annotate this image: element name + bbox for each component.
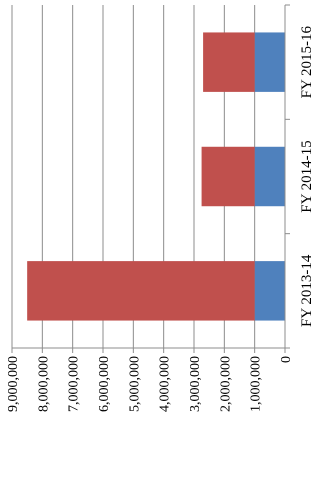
axes (11, 4, 290, 353)
bar-segment (203, 32, 255, 92)
bar-segment (201, 146, 255, 207)
bar-segment (254, 32, 285, 92)
bar-segment (27, 261, 255, 321)
value-tick-label: 7,000,000 (67, 356, 82, 412)
value-tick-label: 1,000,000 (249, 356, 264, 412)
value-tick-label: 6,000,000 (97, 356, 112, 412)
value-tick-label: 3,000,000 (188, 356, 203, 412)
category-labels: FY 2013-14 FY 2014-15 FY 2015-16 (299, 25, 315, 327)
bar-segment (254, 146, 285, 207)
value-tick-label: 4,000,000 (158, 356, 173, 412)
value-tick-label: 8,000,000 (36, 356, 51, 412)
bar-segment (254, 261, 285, 321)
bars (27, 32, 285, 321)
value-tick-label: 9,000,000 (6, 356, 21, 412)
value-tick-label: 0 (279, 356, 294, 363)
value-tick-label: 5,000,000 (127, 356, 142, 412)
category-label: FY 2015-16 (299, 25, 315, 98)
value-tick-label: 2,000,000 (218, 356, 233, 412)
value-tick-labels: 0 1,000,000 2,000,000 3,000,000 4,000,000 5,0… (6, 356, 294, 412)
category-label: FY 2013-14 (299, 254, 315, 327)
category-label: FY 2014-15 (299, 140, 315, 212)
